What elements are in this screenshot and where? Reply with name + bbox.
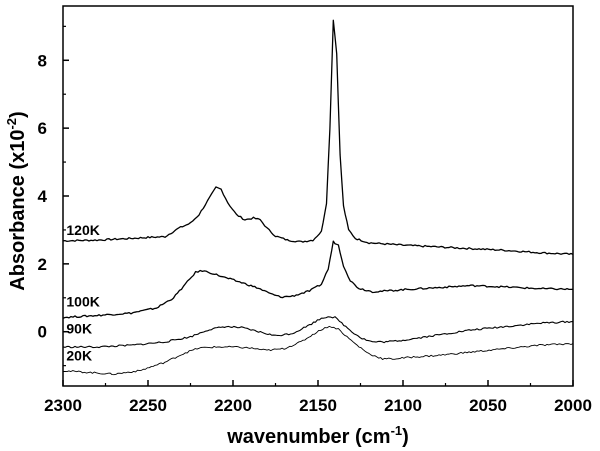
y-axis-ticks: 0 2 4 6 8: [38, 25, 69, 367]
y-tick-label: 4: [38, 187, 48, 206]
series-line-120K: [62, 19, 574, 256]
x-tick-label: 2200: [214, 396, 252, 415]
x-axis-ticks: 2300 2250 2200 2150 2100 2050 2000: [44, 380, 592, 415]
trace-label-120K: 120K: [66, 222, 99, 238]
x-tick-label: 2150: [299, 396, 337, 415]
y-tick-label: 8: [38, 51, 47, 70]
x-tick-label: 2000: [554, 396, 592, 415]
trace-labels: 120K 100K 90K 20K: [66, 222, 99, 364]
y-tick-label: 0: [38, 323, 47, 342]
x-tick-label: 2250: [129, 396, 167, 415]
trace-label-90K: 90K: [66, 320, 92, 336]
x-tick-label: 2100: [384, 396, 422, 415]
x-tick-label: 2300: [44, 396, 82, 415]
series-layer: [62, 19, 574, 376]
y-tick-label: 6: [38, 119, 47, 138]
trace-label-100K: 100K: [66, 293, 99, 309]
plot-frame: [62, 5, 574, 387]
y-tick-label: 2: [38, 255, 47, 274]
trace-label-20K: 20K: [66, 348, 92, 364]
series-line-90K: [62, 316, 574, 349]
x-tick-label: 2050: [469, 396, 507, 415]
series-line-100K: [62, 240, 574, 319]
series-line-20K: [62, 325, 574, 376]
y-axis-title: Absorbance (x10-2): [4, 111, 29, 290]
x-axis-title: wavenumber (cm-1): [226, 423, 409, 448]
